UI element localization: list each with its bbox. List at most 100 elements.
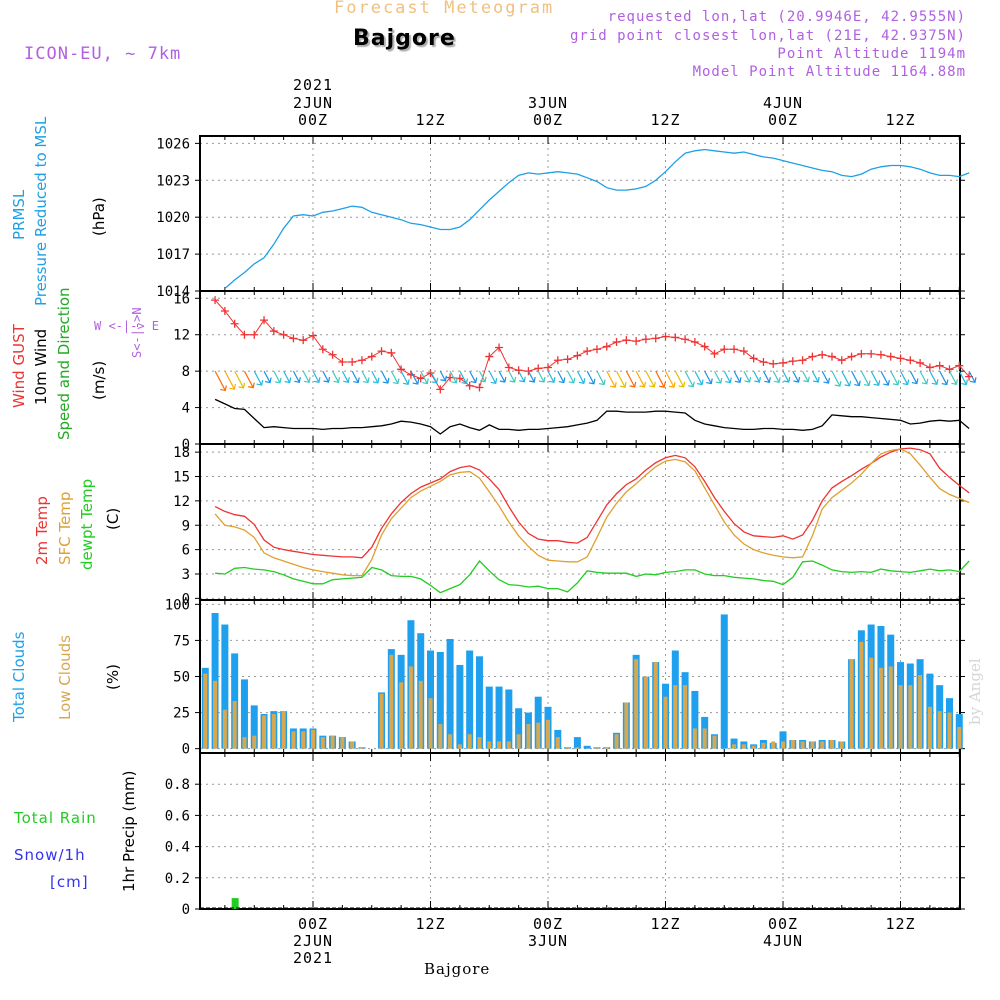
wind-arrow-head	[892, 379, 900, 386]
wind-arrow-head	[696, 379, 704, 386]
y-tick-label-precipitation: 0.6	[165, 808, 190, 824]
axis-date	[415, 933, 445, 950]
y-tick-label-temperature: 6	[182, 543, 190, 559]
gust-marker	[250, 330, 259, 339]
wind-arrow-head	[803, 376, 810, 383]
wind-arrow	[831, 370, 841, 387]
wind-arrow-head	[688, 381, 695, 388]
low-cloud-bar	[418, 680, 423, 749]
low-cloud-bar	[761, 742, 766, 749]
wind-arrow	[664, 370, 675, 388]
wind-arrow-head	[220, 385, 227, 392]
low-cloud-bar	[213, 680, 218, 749]
y-tick-label-temperature: 15	[173, 470, 190, 486]
gust-marker	[808, 352, 817, 361]
wind-arrow-head	[392, 378, 400, 385]
wind-arrow-head	[568, 377, 576, 384]
low-cloud-bar	[810, 741, 815, 749]
y-tick-label-clouds: 50	[173, 670, 190, 686]
bottom-axis-label: 12Z	[415, 916, 445, 950]
requested-coords: requested lon,lat (20.9946E, 42.9555N)	[607, 9, 966, 25]
wind-arrow	[870, 370, 880, 386]
gust-marker	[495, 343, 504, 352]
gridpoint-coords: grid point closest lon,lat (21E, 42.9375…	[569, 28, 966, 44]
top-axis-label: 12Z	[415, 95, 445, 129]
wind-arrow-head	[754, 376, 761, 383]
wind-arrow	[371, 370, 379, 384]
low-cloud-bar	[820, 741, 825, 749]
wind-arrow-head	[284, 377, 292, 384]
y-tick-label-temperature: 9	[182, 518, 190, 534]
pressure-line	[224, 148, 970, 289]
low-cloud-bar	[683, 685, 688, 749]
low-cloud-bar	[839, 741, 844, 749]
low-cloud-bar	[918, 675, 923, 749]
wind-arrow-head	[343, 377, 350, 383]
low-cloud-bar	[624, 702, 629, 749]
wind-arrow-head	[548, 377, 556, 383]
gust-marker	[338, 358, 347, 367]
gust-marker	[289, 334, 298, 343]
total-cloud-bar	[720, 614, 728, 749]
gust-marker	[230, 319, 239, 328]
wind-arrow	[498, 370, 506, 383]
y-tick-label-precipitation: 0.4	[165, 840, 190, 856]
low-cloud-bar	[878, 667, 883, 749]
low-cloud-bar	[947, 712, 952, 749]
gust-marker	[436, 385, 445, 394]
axis-date: 2JUN	[292, 94, 334, 112]
axis-time: 00Z	[767, 915, 799, 933]
gust-marker	[632, 337, 641, 346]
dewpt-line	[215, 559, 970, 594]
axis-time: 00Z	[297, 111, 329, 129]
low-cloud-bar	[741, 744, 746, 749]
y-tick-label-pressure: 1020	[156, 210, 190, 226]
gust-marker	[739, 347, 748, 356]
wind-arrow	[283, 370, 291, 383]
wind-arrow-head	[813, 376, 820, 383]
wind-arrow	[410, 370, 419, 385]
y-tick-label-clouds: 0	[182, 742, 190, 758]
gust-marker	[211, 296, 220, 305]
axis-date: 3JUN	[527, 932, 569, 950]
wind-arrow	[547, 370, 555, 383]
low-cloud-bar	[790, 740, 795, 749]
wind-arrow-head	[659, 382, 666, 388]
top-axis-label: 12Z	[885, 95, 915, 129]
low-cloud-bar	[536, 722, 541, 749]
low-cloud-bar	[350, 741, 355, 749]
gust-marker	[690, 338, 699, 346]
gust-marker	[514, 366, 523, 375]
axis-date: 3JUN	[527, 94, 569, 112]
low-cloud-bar	[252, 735, 257, 749]
wind-arrow	[811, 370, 819, 383]
wind-arrow	[655, 370, 665, 388]
panel-frame-wind	[199, 290, 961, 445]
wind-arrow	[576, 370, 585, 384]
wind-arrow	[958, 370, 967, 385]
wind-arrow	[537, 370, 545, 383]
panel-frame-temperature	[199, 443, 961, 601]
wind-arrow	[772, 370, 780, 383]
low-cloud-bar	[408, 666, 413, 749]
gust-marker	[220, 307, 229, 316]
wind-arrow	[704, 370, 712, 384]
wind-arrow	[860, 370, 870, 386]
wind-arrow-head	[629, 381, 637, 388]
wind-arrow-head	[470, 377, 478, 384]
wind-arrow-head	[238, 382, 246, 389]
gust-marker	[534, 364, 543, 373]
top-axis-label: 3JUN 00Z	[528, 95, 568, 129]
wind-arrow-head	[951, 379, 959, 386]
gust-marker	[446, 373, 455, 382]
gust-marker	[260, 316, 269, 325]
low-cloud-bar	[546, 719, 551, 749]
low-cloud-bar	[271, 714, 276, 749]
gust-marker	[886, 352, 895, 361]
wind-arrow-head	[588, 378, 596, 385]
top-axis-year: 2021	[292, 76, 334, 94]
gust-marker	[553, 356, 562, 365]
low-cloud-bar	[487, 741, 492, 749]
wind-arrow-head	[431, 377, 439, 384]
gust-marker	[563, 355, 572, 364]
